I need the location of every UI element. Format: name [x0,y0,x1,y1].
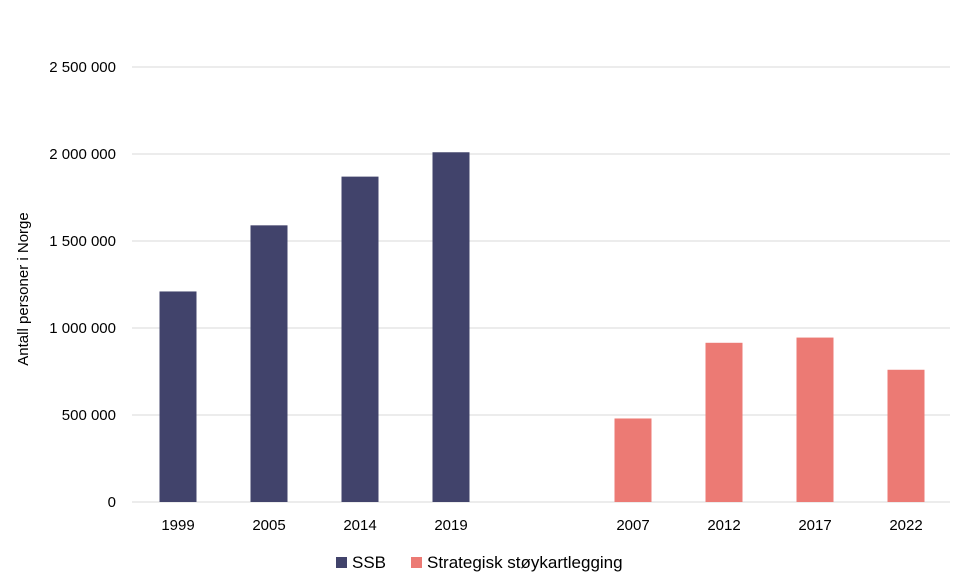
bars [159,152,925,502]
x-tick-label: 2012 [707,517,740,534]
x-tick-label: 2014 [343,517,376,534]
legend-swatch [336,557,347,568]
y-axis: 0 500 000 1 000 000 1 500 000 2 000 000 2 500… [49,59,116,511]
y-axis-title: Antall personer i Norge [15,212,32,365]
x-tick-label: 2007 [616,517,649,534]
x-tick-label: 2005 [252,517,285,534]
bar [159,291,197,502]
bar [432,152,470,502]
x-tick-label: 2017 [798,517,831,534]
x-axis: 1999 2005 2014 2019 2007 2012 2017 2022 [161,517,922,534]
y-tick-label: 2 500 000 [49,59,116,76]
y-tick-label: 1 000 000 [49,320,116,337]
bar [250,225,288,502]
y-tick-label: 500 000 [62,407,116,424]
x-tick-label: 2022 [889,517,922,534]
y-tick-label: 0 [108,494,116,511]
legend-swatch [411,557,422,568]
bar [887,369,925,502]
y-tick-label: 1 500 000 [49,233,116,250]
legend-label: SSB [352,553,386,572]
y-tick-label: 2 000 000 [49,146,116,163]
x-tick-label: 2019 [434,517,467,534]
legend: SSB Strategisk støykartlegging [336,553,623,572]
bar [341,176,379,502]
legend-label: Strategisk støykartlegging [427,553,623,572]
bar [705,342,743,502]
bar [796,337,834,502]
bar [614,418,652,502]
x-tick-label: 1999 [161,517,194,534]
